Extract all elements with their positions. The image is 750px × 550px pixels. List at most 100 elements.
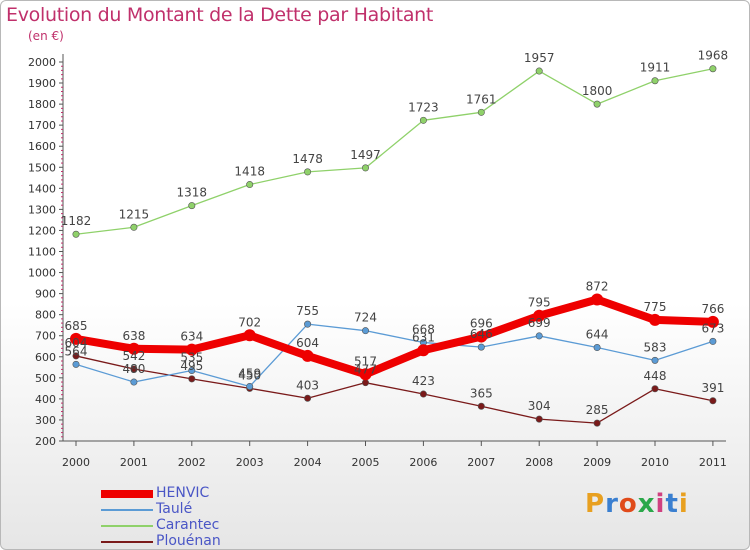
legend-swatch-carantec xyxy=(101,525,153,527)
data-label-henvic: 634 xyxy=(180,330,203,344)
data-point-plouénan xyxy=(304,394,312,402)
data-label-henvic: 872 xyxy=(586,280,609,294)
data-label-henvic: 631 xyxy=(412,330,435,344)
series-line-plouénan xyxy=(75,355,714,424)
data-label-henvic: 517 xyxy=(354,354,377,368)
data-label-carantec: 1723 xyxy=(408,100,439,114)
data-point-carantec xyxy=(593,100,601,108)
data-label-plouénan: 403 xyxy=(296,378,319,392)
data-point-plouénan xyxy=(477,402,485,410)
x-tick-label: 2010 xyxy=(641,456,669,469)
data-point-henvic xyxy=(301,349,314,362)
legend-label-taule: Taulé xyxy=(156,501,193,517)
legend-label-carantec: Carantec xyxy=(156,517,220,533)
y-tick-label: 1700 xyxy=(28,119,56,132)
y-tick-label: 700 xyxy=(35,330,56,343)
data-label-carantec: 1478 xyxy=(292,152,323,166)
data-label-plouénan: 448 xyxy=(644,369,667,383)
y-tick-label: 1400 xyxy=(28,182,56,195)
data-point-taulé xyxy=(535,332,543,340)
data-point-henvic xyxy=(706,315,719,328)
y-tick-label: 1800 xyxy=(28,98,56,111)
data-point-taulé xyxy=(361,327,369,335)
x-tick-label: 2009 xyxy=(583,456,611,469)
legend-label-henvic: HENVIC xyxy=(156,485,210,501)
y-tick-label: 1300 xyxy=(28,203,56,216)
logo-letter: i xyxy=(678,489,689,519)
logo-letter: x xyxy=(637,489,656,519)
data-label-henvic: 766 xyxy=(701,302,724,316)
data-label-henvic: 775 xyxy=(644,300,667,314)
x-tick-label: 2006 xyxy=(409,456,437,469)
data-point-henvic xyxy=(533,309,546,322)
data-label-taulé: 668 xyxy=(412,322,435,336)
data-point-carantec xyxy=(246,181,254,189)
data-point-carantec xyxy=(188,202,196,210)
data-point-taulé xyxy=(246,382,254,390)
chart-subtitle: (en €) xyxy=(28,29,64,43)
x-tick-label: 2011 xyxy=(699,456,727,469)
data-point-taulé xyxy=(304,320,312,328)
series-line-henvic xyxy=(72,295,717,379)
data-label-carantec: 1497 xyxy=(350,148,381,162)
data-label-taulé: 673 xyxy=(701,321,724,335)
data-label-carantec: 1968 xyxy=(698,49,729,63)
y-tick-label: 1500 xyxy=(28,161,56,174)
data-point-taulé xyxy=(130,378,138,386)
data-point-henvic xyxy=(359,368,372,381)
y-tick-label: 200 xyxy=(35,435,56,448)
data-label-henvic: 702 xyxy=(238,315,261,329)
x-tick-label: 2001 xyxy=(120,456,148,469)
data-point-carantec xyxy=(477,108,485,116)
chart-title: Evolution du Montant de la Dette par Hab… xyxy=(6,4,434,26)
data-point-carantec xyxy=(72,230,80,238)
data-label-henvic: 638 xyxy=(122,329,145,343)
data-label-carantec: 1761 xyxy=(466,92,497,106)
data-point-carantec xyxy=(361,164,369,172)
y-tick-label: 500 xyxy=(35,372,56,385)
data-point-henvic xyxy=(649,313,661,326)
legend-swatch-henvic xyxy=(101,490,153,498)
data-point-carantec xyxy=(709,65,717,73)
data-point-taulé xyxy=(593,344,601,352)
x-tick-label: 2005 xyxy=(352,456,380,469)
data-point-carantec xyxy=(130,223,138,231)
y-tick-label: 1200 xyxy=(28,224,56,237)
data-label-plouénan: 542 xyxy=(122,349,145,363)
series-line-carantec xyxy=(75,68,714,235)
data-point-plouénan xyxy=(188,375,196,383)
data-point-henvic xyxy=(475,330,488,343)
data-point-plouénan xyxy=(361,379,369,387)
y-tick-label: 800 xyxy=(35,309,56,322)
data-point-taulé xyxy=(709,337,717,345)
proxiti-logo: Proxiti xyxy=(585,489,689,519)
y-tick-label: 1600 xyxy=(28,140,56,153)
data-label-taulé: 755 xyxy=(296,304,319,318)
data-label-taulé: 724 xyxy=(354,311,377,325)
data-label-carantec: 1418 xyxy=(234,165,265,179)
data-point-taulé xyxy=(188,366,196,374)
data-label-taulé: 480 xyxy=(122,362,145,376)
data-point-henvic xyxy=(417,344,430,357)
data-point-taulé xyxy=(72,360,80,368)
data-label-plouénan: 450 xyxy=(238,368,261,382)
legend-swatch-plouenan xyxy=(101,541,153,543)
data-label-plouénan: 604 xyxy=(65,336,88,350)
data-label-plouénan: 285 xyxy=(586,403,609,417)
y-tick-label: 1900 xyxy=(28,77,56,90)
logo-letter: o xyxy=(618,489,638,519)
y-tick-label: 400 xyxy=(35,393,56,406)
data-point-plouénan xyxy=(130,365,138,373)
data-label-henvic: 696 xyxy=(470,317,493,331)
data-point-henvic xyxy=(591,293,604,306)
data-label-plouénan: 365 xyxy=(470,386,493,400)
data-label-taulé: 699 xyxy=(528,316,551,330)
data-point-plouénan xyxy=(535,415,543,423)
logo-letter: i xyxy=(655,489,666,519)
y-tick-label: 1100 xyxy=(28,246,56,259)
data-label-plouénan: 495 xyxy=(180,359,203,373)
data-point-henvic xyxy=(70,332,82,345)
data-point-plouénan xyxy=(72,352,80,360)
data-point-taulé xyxy=(651,356,659,364)
